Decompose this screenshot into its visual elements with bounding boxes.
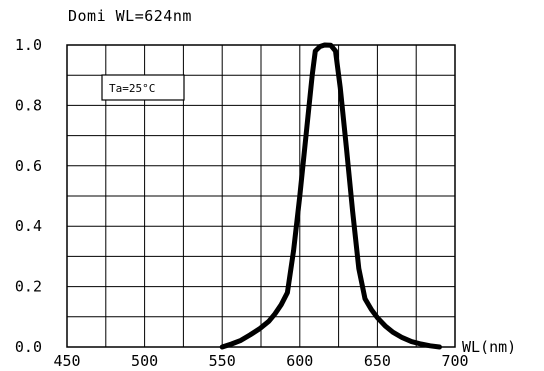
series-layer xyxy=(219,42,442,350)
annotation-box: Ta=25°C xyxy=(101,74,185,101)
x-tick-label: 550 xyxy=(209,352,236,370)
y-tick-label: 0.4 xyxy=(15,217,42,235)
chart-title: Domi WL=624nm xyxy=(68,7,192,25)
series-line xyxy=(219,42,442,350)
x-tick-label: 500 xyxy=(131,352,158,370)
y-tick-label: 0.0 xyxy=(15,338,42,356)
y-tick-label: 0.2 xyxy=(15,278,42,296)
grid xyxy=(67,45,455,347)
annotation-frame xyxy=(101,74,185,101)
y-tick-label: 0.8 xyxy=(15,96,42,114)
x-tick-label: 450 xyxy=(53,352,80,370)
x-tick-label: 600 xyxy=(286,352,313,370)
plot-frame xyxy=(66,44,456,348)
x-tick-label: 650 xyxy=(364,352,391,370)
y-axis-ticks: 0.0 0.2 0.4 0.6 0.8 1.0 xyxy=(15,36,42,356)
annotation-label: Ta=25°C xyxy=(109,82,155,95)
x-axis-label: WL(nm) xyxy=(462,338,516,356)
x-axis-ticks: 450 500 550 600 650 700 xyxy=(53,352,468,370)
x-tick-label: 700 xyxy=(441,352,468,370)
y-tick-label: 1.0 xyxy=(15,36,42,54)
y-tick-label: 0.6 xyxy=(15,157,42,175)
